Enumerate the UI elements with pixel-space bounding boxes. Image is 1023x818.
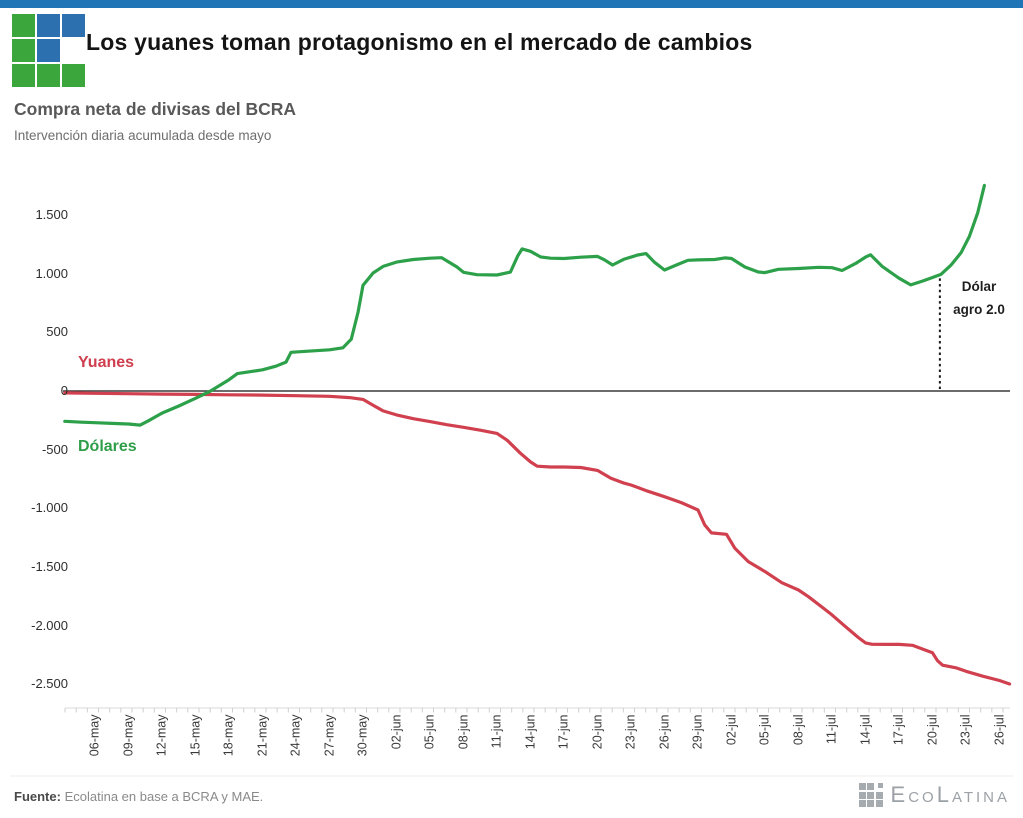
x-tick-label: 14-jul bbox=[858, 714, 872, 746]
footer-logo-square bbox=[867, 791, 875, 799]
annotation-line1: Dólar bbox=[961, 279, 997, 294]
footer-logo-square bbox=[877, 783, 883, 788]
x-tick-label: 17-jul bbox=[891, 714, 906, 746]
logo-square-green bbox=[62, 64, 85, 87]
footer-logo-square bbox=[858, 800, 866, 807]
y-tick-label: -1.500 bbox=[31, 559, 68, 574]
series-label-yuanes: Yuanes bbox=[78, 354, 135, 371]
logo-square-green bbox=[12, 14, 35, 37]
x-tick-label: 02-jul bbox=[724, 714, 738, 746]
x-tick-label: 23-jun bbox=[623, 714, 638, 750]
y-tick-label: -1.000 bbox=[31, 500, 68, 516]
footer-logo-square bbox=[875, 791, 883, 799]
y-tick-label: -2.500 bbox=[31, 676, 68, 692]
chart-title: Compra neta de divisas del BCRA bbox=[14, 99, 297, 119]
source-label: Fuente: bbox=[14, 789, 61, 804]
x-tick-label: 15-may bbox=[188, 714, 202, 757]
page-title: Los yuanes toman protagonismo en el merc… bbox=[86, 29, 753, 55]
x-tick-label: 06-may bbox=[87, 714, 102, 757]
logo-square-green bbox=[12, 64, 35, 87]
x-tick-label: 23-jul bbox=[958, 714, 973, 746]
footer-logo-square bbox=[858, 783, 866, 790]
x-tick-label: 24-may bbox=[288, 714, 303, 757]
ecolatina-logo-icon bbox=[858, 783, 883, 807]
logo-square-green bbox=[37, 64, 60, 87]
series-line-dolares bbox=[63, 183, 987, 427]
y-tick-label: -500 bbox=[41, 441, 68, 457]
top-accent-bar bbox=[0, 0, 1023, 8]
footer-logo-square bbox=[867, 800, 875, 807]
x-tick-label: 09-may bbox=[121, 714, 135, 757]
x-tick-label: 12-may bbox=[154, 714, 169, 757]
x-tick-label: 20-jun bbox=[590, 714, 604, 750]
x-tick-label: 05-jul bbox=[757, 714, 772, 746]
footer-logo-square bbox=[867, 783, 875, 790]
y-tick-label: -2.000 bbox=[31, 617, 68, 633]
annotation-dolar-agro: Dólar agro 2.0 bbox=[944, 275, 1014, 321]
footer-brand: EcoLatina bbox=[858, 782, 1010, 807]
chart-subtitle: Intervención diaria acumulada desde mayo bbox=[14, 128, 272, 143]
logo-square-green bbox=[12, 39, 35, 62]
y-tick-label: 1.500 bbox=[35, 207, 68, 222]
y-tick-label: 500 bbox=[46, 324, 68, 340]
x-tick-label: 29-jun bbox=[690, 714, 705, 750]
x-tick-label: 30-may bbox=[355, 714, 370, 757]
source-note: Fuente: Ecolatina en base a BCRA y MAE. bbox=[14, 789, 263, 804]
x-tick-label: 26-jun bbox=[657, 714, 671, 750]
x-tick-label: 08-jul bbox=[791, 714, 805, 746]
logo-square-blue bbox=[37, 39, 60, 62]
footer-logo-square bbox=[875, 800, 883, 807]
x-tick-label: 21-may bbox=[255, 714, 269, 757]
x-tick-label: 11-jul bbox=[824, 714, 839, 745]
ecolatina-brand-name: EcoLatina bbox=[890, 782, 1010, 807]
source-text: Ecolatina en base a BCRA y MAE. bbox=[60, 789, 264, 804]
x-tick-label: 14-jun bbox=[523, 714, 537, 750]
x-tick-label: 20-jul bbox=[925, 714, 939, 746]
brand-logo-icon bbox=[12, 14, 85, 87]
logo-square-blue bbox=[62, 14, 85, 37]
x-tick-label: 02-jun bbox=[389, 714, 403, 750]
footer-logo-square bbox=[858, 791, 866, 799]
x-tick-label: 26-jul bbox=[992, 714, 1006, 746]
x-tick-label: 17-jun bbox=[556, 714, 571, 750]
y-tick-label: 1.000 bbox=[35, 265, 68, 281]
x-tick-label: 08-jun bbox=[456, 714, 470, 750]
annotation-line2: agro 2.0 bbox=[953, 302, 1005, 317]
x-tick-label: 18-may bbox=[221, 714, 236, 757]
x-tick-label: 05-jun bbox=[422, 714, 437, 750]
x-tick-label: 11-jun bbox=[489, 714, 504, 749]
logo-square-blue bbox=[37, 14, 60, 37]
x-tick-label: 27-may bbox=[322, 714, 336, 757]
y-tick-label: 0 bbox=[60, 383, 68, 398]
series-line-yuanes bbox=[63, 391, 1012, 686]
series-label-dolares: Dólares bbox=[78, 438, 137, 455]
